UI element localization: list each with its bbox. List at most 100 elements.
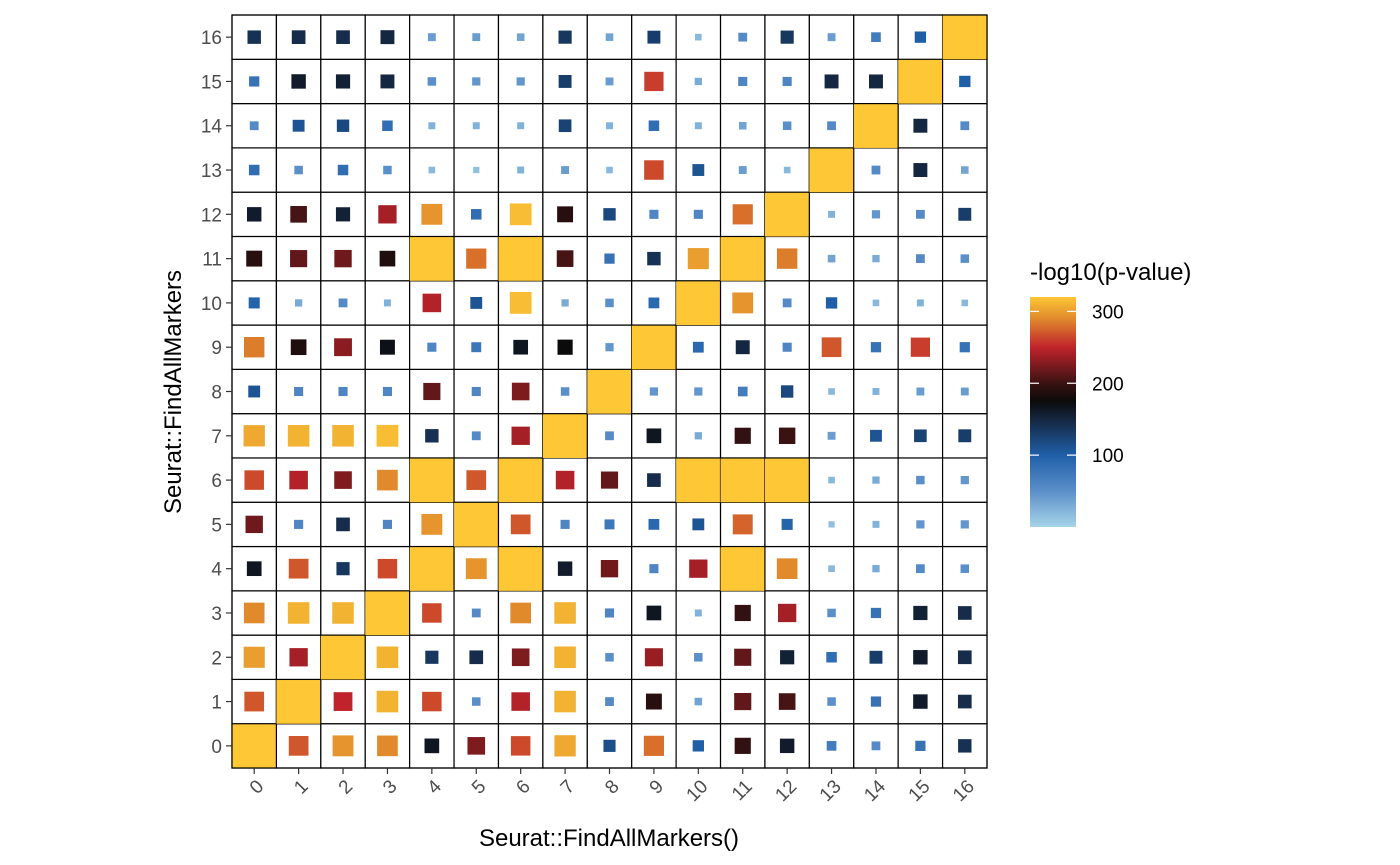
heatmap-value-square — [960, 475, 969, 485]
heatmap-value-square — [649, 564, 659, 574]
legend-ticks: 100 200 300 — [1030, 302, 1124, 467]
heatmap-value-square — [644, 648, 663, 667]
heatmap-value-square — [248, 385, 261, 398]
heatmap-value-square — [780, 30, 794, 44]
heatmap-value-square — [244, 691, 265, 712]
heatmap-value-square — [498, 236, 543, 281]
heatmap-value-square — [916, 387, 925, 396]
heatmap-value-square — [292, 119, 305, 132]
heatmap-value-square — [511, 382, 530, 401]
x-tick-label: 4 — [424, 776, 447, 799]
heatmap-value-square — [428, 166, 436, 174]
heatmap-value-square — [960, 254, 970, 263]
heatmap-value-square — [644, 160, 664, 180]
heatmap-value-square — [606, 122, 613, 130]
heatmap-value-square — [960, 166, 969, 174]
heatmap-value-square — [649, 387, 659, 396]
heatmap-cell — [497, 634, 544, 681]
heatmap-value-square — [422, 293, 442, 313]
y-tick-label: 0 — [211, 737, 222, 758]
heatmap-value-square — [467, 737, 486, 755]
heatmap-value-square — [288, 558, 309, 579]
heatmap-value-square — [647, 30, 661, 44]
heatmap-value-square — [510, 736, 531, 756]
heatmap-value-square — [764, 192, 810, 237]
heatmap-value-square — [421, 513, 443, 535]
heatmap-value-square — [379, 250, 396, 267]
heatmap-value-square — [511, 648, 530, 667]
heatmap-value-square — [915, 254, 925, 264]
heatmap-value-square — [232, 723, 277, 769]
heatmap-value-square — [336, 562, 350, 576]
heatmap-value-square — [554, 646, 576, 669]
heatmap-value-square — [604, 608, 615, 618]
heatmap-cell — [542, 723, 588, 769]
heatmap-value-square — [557, 206, 574, 223]
heatmap-value-square — [826, 652, 837, 663]
y-tick-label: 8 — [211, 383, 222, 404]
heatmap-value-square — [424, 738, 440, 754]
heatmap-value-square — [294, 165, 303, 175]
heatmap-value-square — [605, 33, 614, 41]
heatmap-value-square — [454, 502, 499, 547]
heatmap-cell — [675, 324, 722, 370]
heatmap-value-square — [646, 605, 662, 621]
heatmap-value-square — [244, 337, 265, 358]
y-tick-label: 2 — [211, 648, 222, 669]
heatmap-value-square — [913, 163, 928, 177]
heatmap-value-square — [246, 250, 263, 267]
heatmap-value-square — [720, 546, 765, 591]
heatmap-value-square — [853, 103, 899, 148]
heatmap-value-square — [600, 559, 619, 578]
heatmap-cell — [542, 678, 588, 725]
heatmap-value-square — [694, 77, 702, 86]
heatmap-value-square — [427, 77, 437, 86]
heatmap-value-square — [472, 122, 480, 130]
heatmap-value-square — [320, 635, 366, 680]
heatmap-value-square — [870, 429, 882, 442]
heatmap-value-square — [916, 299, 924, 307]
heatmap-value-square — [244, 470, 264, 490]
y-tick-label: 11 — [202, 250, 222, 271]
heatmap-value-square — [332, 425, 354, 447]
y-tick-label: 12 — [201, 205, 222, 226]
heatmap-value-square — [782, 121, 792, 130]
heatmap-value-square — [560, 387, 570, 396]
heatmap-value-square — [958, 207, 972, 221]
heatmap-value-square — [695, 33, 702, 41]
heatmap-value-square — [243, 646, 265, 668]
heatmap-value-square — [287, 602, 310, 624]
heatmap-value-square — [376, 424, 399, 447]
heatmap-value-square — [557, 339, 573, 355]
heatmap-value-square — [243, 602, 265, 624]
heatmap-value-square — [554, 602, 576, 624]
heatmap-value-square — [332, 602, 354, 624]
heatmap-value-square — [471, 431, 481, 441]
heatmap-value-square — [336, 30, 350, 44]
heatmap-value-square — [516, 33, 525, 41]
heatmap-value-square — [380, 74, 395, 89]
heatmap-value-square — [914, 429, 927, 443]
heatmap-value-square — [604, 519, 615, 530]
heatmap-value-square — [291, 30, 306, 44]
heatmap-value-square — [913, 694, 928, 709]
heatmap-value-square — [334, 249, 352, 268]
heatmap-value-square — [913, 650, 928, 665]
heatmap-value-square — [603, 208, 616, 221]
heatmap-cell — [320, 58, 366, 105]
heatmap-value-square — [365, 590, 410, 636]
heatmap-value-square — [382, 386, 392, 397]
heatmap-cell — [275, 102, 322, 149]
heatmap-value-square — [828, 388, 835, 395]
heatmap-value-square — [676, 457, 721, 503]
heatmap-value-square — [738, 32, 748, 42]
heatmap-value-square — [290, 339, 307, 356]
heatmap-value-square — [872, 520, 880, 528]
heatmap-value-square — [604, 253, 615, 264]
heatmap-value-square — [782, 298, 792, 308]
heatmap-value-square — [465, 558, 487, 580]
x-tick-label: 3 — [379, 776, 401, 798]
heatmap-value-square — [517, 122, 525, 130]
heatmap-value-square — [645, 693, 662, 710]
heatmap-value-square — [827, 121, 836, 131]
